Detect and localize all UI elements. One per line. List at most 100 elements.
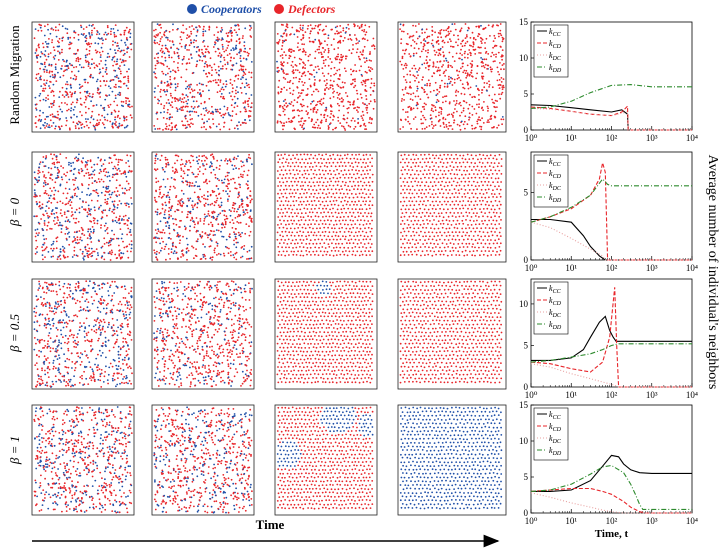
agent-dot bbox=[38, 166, 40, 169]
agent-dot bbox=[105, 68, 108, 71]
agent-dot bbox=[335, 55, 338, 58]
agent-dot bbox=[84, 40, 87, 43]
agent-dot bbox=[308, 40, 311, 43]
agent-dot bbox=[323, 197, 325, 199]
agent-dot bbox=[167, 128, 170, 131]
agent-dot bbox=[324, 49, 327, 51]
agent-dot bbox=[123, 52, 126, 55]
agent-dot bbox=[283, 124, 285, 127]
agent-dot bbox=[39, 204, 41, 207]
agent-dot bbox=[431, 123, 433, 126]
agent-dot bbox=[99, 119, 102, 121]
agent-dot bbox=[286, 158, 288, 161]
agent-dot bbox=[369, 52, 371, 55]
agent-dot bbox=[177, 69, 180, 72]
agent-dot bbox=[111, 176, 114, 179]
agent-dot bbox=[289, 204, 292, 207]
agent-dot bbox=[501, 116, 504, 118]
agent-dot bbox=[333, 73, 336, 76]
agent-dot bbox=[89, 75, 91, 78]
agent-dot bbox=[495, 56, 497, 58]
agent-dot bbox=[356, 48, 359, 50]
agent-dot bbox=[461, 40, 464, 43]
row-label-random-migration: Random Migration bbox=[7, 25, 22, 125]
agent-dot bbox=[80, 104, 83, 106]
agent-dot bbox=[237, 176, 240, 179]
agent-dot bbox=[54, 68, 57, 71]
agent-dot bbox=[246, 84, 249, 87]
agent-dot bbox=[425, 103, 427, 106]
agent-dot bbox=[362, 200, 365, 203]
agent-dot bbox=[479, 52, 482, 54]
agent-dot bbox=[165, 36, 168, 39]
agent-dot bbox=[220, 54, 223, 56]
agent-dot bbox=[180, 189, 183, 192]
agent-dot bbox=[129, 106, 131, 108]
agent-dot bbox=[240, 65, 243, 68]
agent-dot bbox=[351, 169, 354, 171]
agent-dot bbox=[431, 34, 434, 36]
agent-dot bbox=[293, 109, 296, 112]
agent-dot bbox=[126, 202, 128, 205]
agent-dot bbox=[114, 94, 117, 97]
agent-dot bbox=[68, 200, 70, 203]
agent-dot bbox=[104, 198, 107, 201]
agent-dot bbox=[171, 106, 174, 108]
agent-dot bbox=[107, 187, 109, 190]
agent-dot bbox=[120, 202, 123, 205]
agent-dot bbox=[285, 54, 287, 57]
agent-dot bbox=[227, 183, 229, 185]
agent-dot bbox=[308, 234, 310, 237]
agent-dot bbox=[297, 165, 300, 168]
agent-dot bbox=[107, 104, 110, 107]
agent-dot bbox=[233, 106, 236, 109]
agent-dot bbox=[461, 58, 463, 61]
agent-dot bbox=[247, 105, 250, 108]
agent-dot bbox=[205, 163, 208, 166]
agent-dot bbox=[104, 209, 107, 212]
snapshot-panel bbox=[31, 151, 135, 263]
agent-dot bbox=[186, 37, 188, 39]
agent-dot bbox=[249, 47, 251, 50]
agent-dot bbox=[163, 31, 166, 34]
agent-dot bbox=[77, 70, 80, 73]
agent-dot bbox=[232, 158, 235, 161]
agent-dot bbox=[69, 47, 71, 50]
agent-dot bbox=[87, 118, 89, 120]
agent-dot bbox=[215, 110, 218, 113]
agent-dot bbox=[363, 181, 366, 184]
agent-dot bbox=[115, 179, 118, 182]
agent-dot bbox=[163, 107, 165, 110]
agent-dot bbox=[351, 200, 353, 203]
agent-dot bbox=[57, 59, 60, 61]
agent-dot bbox=[369, 200, 371, 203]
agent-dot bbox=[422, 114, 424, 117]
agent-dot bbox=[190, 57, 193, 59]
agent-dot bbox=[351, 153, 354, 156]
agent-dot bbox=[166, 111, 169, 114]
agent-dot bbox=[115, 121, 117, 123]
agent-dot bbox=[97, 156, 100, 159]
agent-dot bbox=[53, 212, 55, 215]
agent-dot bbox=[484, 47, 487, 50]
agent-dot bbox=[118, 200, 121, 202]
agent-dot bbox=[324, 58, 327, 61]
agent-dot bbox=[361, 75, 364, 77]
agent-dot bbox=[155, 53, 158, 55]
agent-dot bbox=[479, 125, 481, 128]
agent-dot bbox=[176, 47, 179, 50]
agent-dot bbox=[351, 82, 354, 85]
agent-dot bbox=[44, 157, 47, 160]
agent-dot bbox=[59, 76, 62, 79]
agent-dot bbox=[212, 123, 215, 125]
agent-dot bbox=[168, 232, 171, 235]
agent-dot bbox=[338, 68, 341, 71]
agent-dot bbox=[113, 86, 116, 88]
agent-dot bbox=[443, 29, 445, 32]
agent-dot bbox=[59, 221, 61, 224]
agent-dot bbox=[362, 154, 365, 157]
agent-dot bbox=[120, 100, 123, 103]
agent-dot bbox=[315, 242, 318, 245]
agent-dot bbox=[34, 122, 37, 125]
agent-dot bbox=[334, 242, 337, 245]
